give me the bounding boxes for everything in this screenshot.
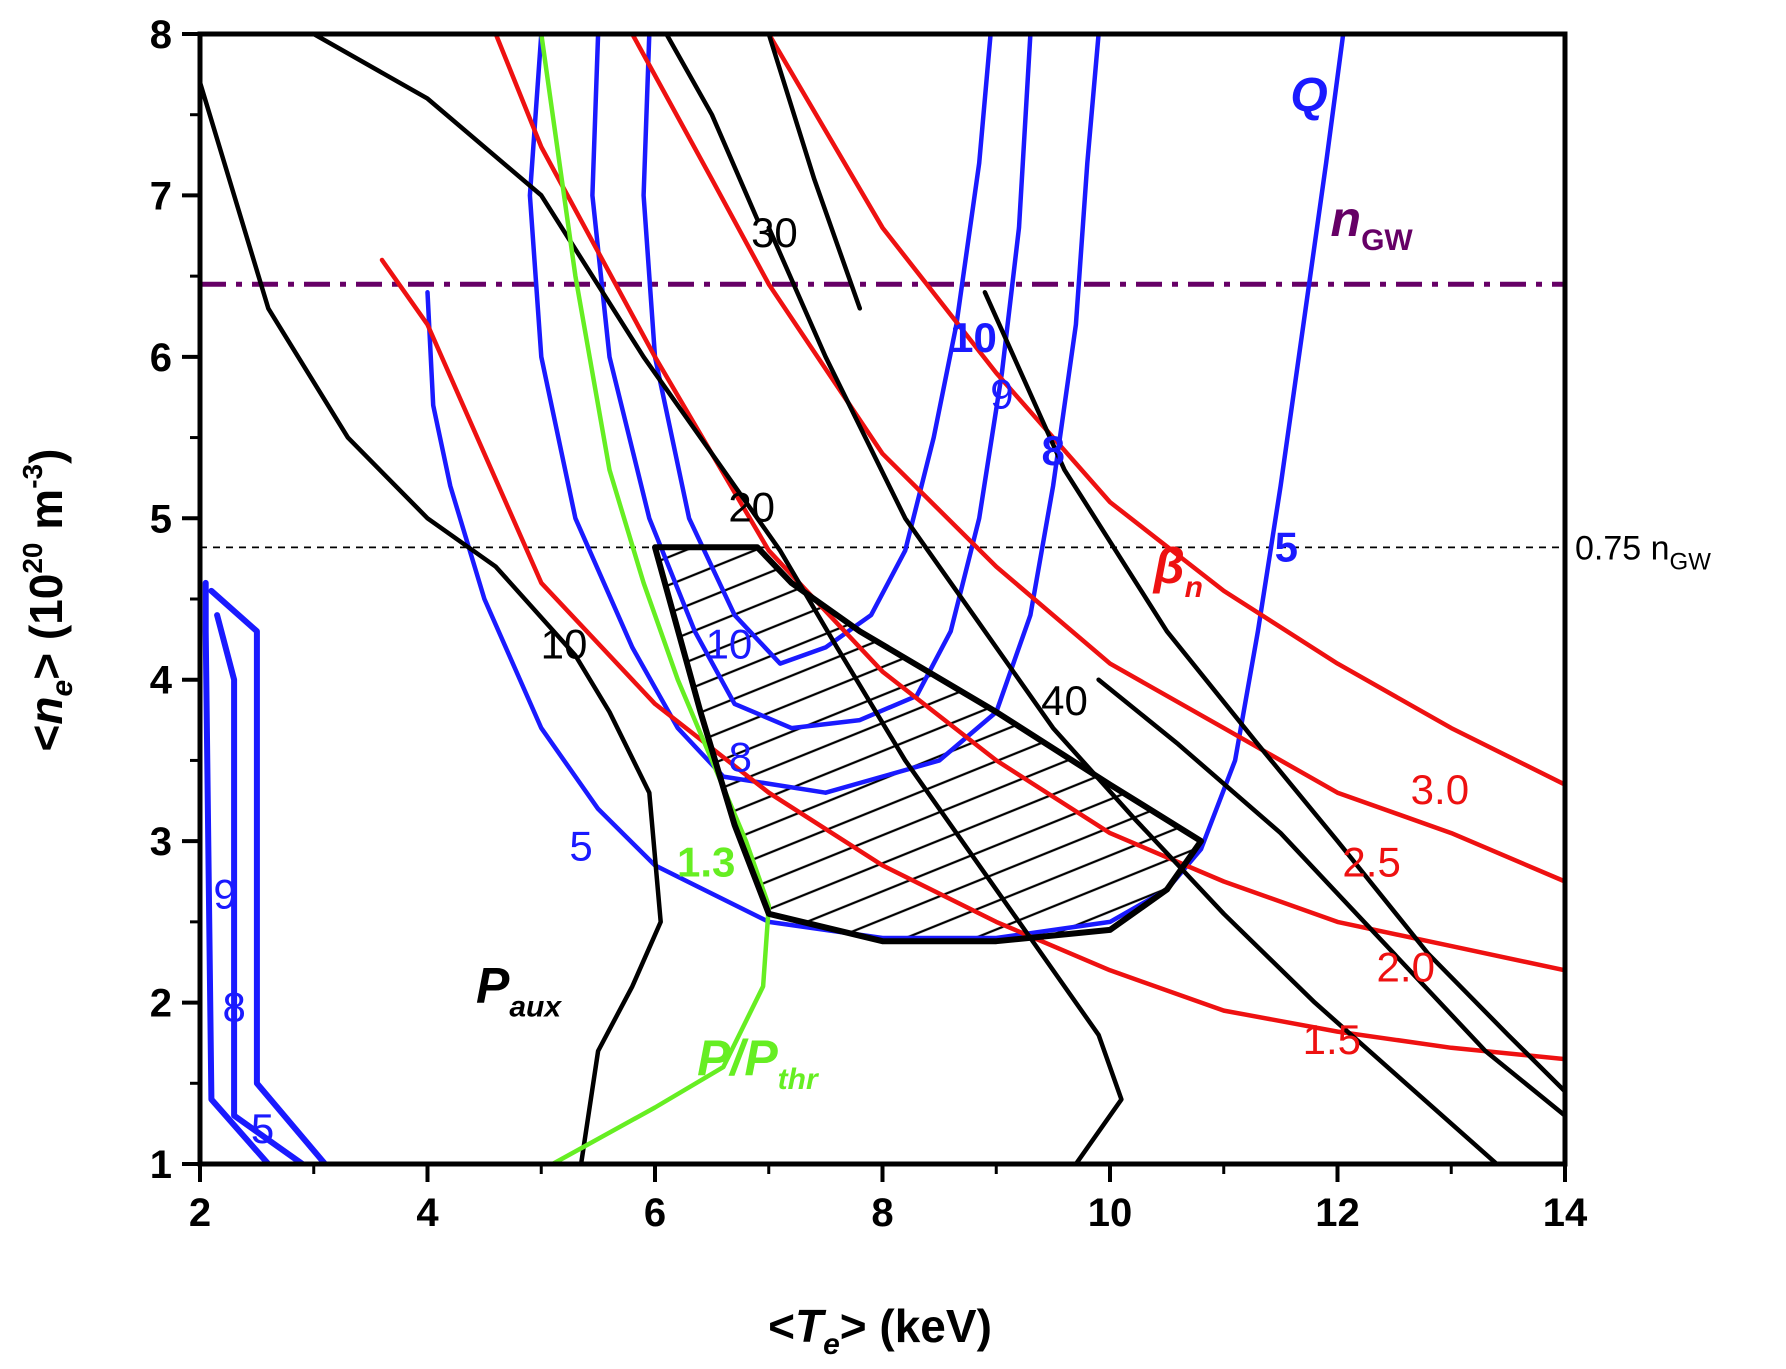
series-q-5-0: [425, 34, 1346, 941]
curve-label-q-5-10: 5: [251, 1105, 274, 1152]
series-q-9-2: [590, 34, 1033, 731]
y-axis-title-symbol: n: [20, 696, 72, 724]
family-label-ngw-main: n: [1331, 191, 1362, 247]
curve-label-q-9-2: 9: [990, 370, 1013, 417]
curve-label-q-8-3: 8: [1041, 427, 1064, 474]
y-axis-title: <ne> (1020 m-3): [17, 449, 79, 752]
series-paux-10-11: [200, 80, 663, 1164]
x-tick-label-1: 4: [416, 1191, 439, 1235]
series-beta-2-5-9: [630, 34, 1565, 884]
reference-line-label: 0.75 nGW: [1575, 529, 1711, 575]
curve-label-paux-30-11: 30: [751, 209, 798, 256]
family-label-beta-sub: n: [1185, 571, 1203, 604]
family-label-beta: βn: [1152, 538, 1203, 604]
family-label-beta-main: β: [1152, 538, 1185, 594]
x-axis-title-sub: e: [823, 1328, 840, 1361]
y-tick-label-7: 8: [150, 13, 172, 57]
operating-region-hatch: [655, 547, 1201, 942]
plot-content: [200, 34, 1565, 1164]
curve-label-beta-1-5-18: 1.5: [1303, 1016, 1361, 1063]
curve-label-q-q-0: Q: [1290, 69, 1327, 122]
reference-line-label-main: 0.75 n: [1575, 529, 1670, 567]
series-q-8-1: [527, 34, 1101, 795]
y-axis-title-sup: 20: [17, 542, 48, 573]
x-tick-label-4: 10: [1088, 1191, 1133, 1235]
x-axis-title: <Te> (keV): [768, 1300, 992, 1361]
y-axis-title-unit: > (10: [20, 574, 72, 680]
x-tick-label-3: 8: [871, 1191, 893, 1235]
x-axis-title-open: <: [768, 1300, 795, 1352]
curve-label-paux-40-14: 40: [1041, 677, 1088, 724]
family-label-paux-main: P: [476, 958, 510, 1014]
y-axis-title-close: ): [20, 449, 72, 464]
y-tick-label-1: 2: [150, 982, 172, 1026]
operating-region-outline: [652, 544, 1204, 945]
series-paux-unlabeled-15: [664, 34, 760, 222]
family-label-pthr: P/Pthr: [697, 1030, 820, 1096]
y-tick-label-3: 4: [150, 659, 173, 703]
family-label-paux-sub: aux: [509, 991, 562, 1024]
curve-label-q-5-4: 5: [1275, 524, 1298, 571]
y-axis-title-sub: e: [46, 680, 79, 697]
y-tick-label-0: 1: [150, 1143, 172, 1187]
curve-label-q-9-8: 9: [213, 871, 236, 918]
y-tick-label-4: 5: [150, 497, 172, 541]
curve-label-beta-3-0-15: 3.0: [1411, 766, 1469, 813]
x-axis-title-symbol: T: [795, 1300, 827, 1352]
y-tick-label-6: 7: [150, 174, 172, 218]
series-beta-3-0-10: [766, 34, 1565, 787]
plot-area: Q109851085985302010403.02.52.01.51.3βnPa…: [150, 13, 1711, 1235]
curve-label-q-10-1: 10: [950, 314, 997, 361]
series-paux-unlabeled-16: [766, 34, 863, 311]
x-axis-title-unit: > (keV): [840, 1300, 992, 1352]
y-axis-title-open: <: [20, 725, 72, 752]
series-paux-40-14: [982, 290, 1565, 1094]
family-label-pthr-sub: thr: [778, 1063, 820, 1096]
series-paux-20-12: [311, 34, 1124, 1164]
family-label-paux: Paux: [476, 958, 562, 1024]
curve-label-q-8-9: 8: [222, 984, 245, 1031]
family-label-ngw: nGW: [1331, 191, 1414, 257]
curve-label-q-8-6: 8: [729, 734, 752, 781]
curve-label-q-10-5: 10: [706, 621, 753, 668]
series-q-unlabeled-5: [208, 587, 329, 1164]
curve-label-pthr-1-3-19: 1.3: [677, 838, 735, 885]
x-tick-label-0: 2: [189, 1191, 211, 1235]
series-q-unlabeled-6: [214, 612, 306, 1164]
curve-label-beta-2-5-16: 2.5: [1342, 838, 1400, 885]
x-tick-label-2: 6: [644, 1191, 666, 1235]
curve-label-paux-20-12: 20: [728, 483, 775, 530]
series-q-unlabeled-4: [202, 579, 272, 1164]
curve-label-q-5-7: 5: [569, 822, 592, 869]
x-tick-label-6: 14: [1543, 1191, 1588, 1235]
series-beta-1-5-7: [379, 257, 1565, 1062]
family-label-ngw-sub: GW: [1361, 224, 1413, 257]
series-beta-2-0-8: [493, 34, 1565, 973]
curve-label-beta-2-0-17: 2.0: [1377, 943, 1435, 990]
y-tick-label-5: 6: [150, 336, 172, 380]
y-axis-title-unit-m: m: [20, 489, 72, 543]
series-paux-unlabeled-17: [1096, 677, 1565, 1118]
y-tick-label-2: 3: [150, 820, 172, 864]
curve-label-paux-10-13: 10: [541, 621, 588, 668]
family-label-pthr-main: P/P: [697, 1030, 778, 1086]
reference-line-label-sub: GW: [1670, 548, 1712, 575]
y-axis-title-sup2: -3: [17, 464, 48, 489]
x-tick-label-5: 12: [1315, 1191, 1360, 1235]
